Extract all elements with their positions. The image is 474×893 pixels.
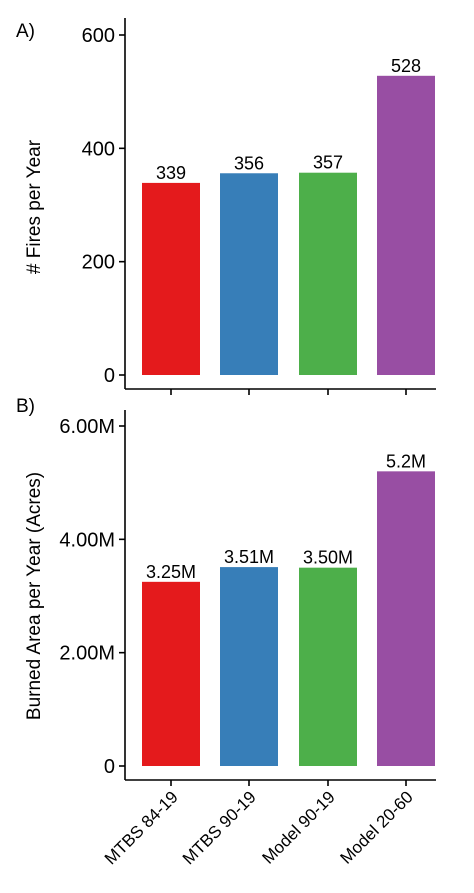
panel-b-y-ticks: 0 2.00M 4.00M 6.00M — [59, 416, 125, 778]
panel-b-data-label: 5.2M — [386, 451, 426, 471]
panel-a-y-tick-label: 200 — [82, 252, 115, 274]
panel-b-bar — [142, 581, 200, 766]
category-label: Model 90-19 — [259, 787, 339, 867]
panel-a-y-tick-label: 0 — [104, 365, 115, 387]
panel-b-y-axis-label: Burned Area per Year (Acres) — [24, 472, 45, 720]
panel-a-bar — [142, 182, 200, 375]
panel-a: A) # Fires per Year 0 200 400 600 339 356 357… — [16, 18, 436, 395]
panel-b-bars — [142, 471, 435, 766]
panel-a-y-axis-label: # Fires per Year — [24, 139, 45, 274]
panel-a-x-ticks — [170, 389, 407, 395]
panel-a-data-label: 528 — [391, 56, 421, 76]
panel-a-data-label: 356 — [234, 153, 264, 173]
panel-b-data-labels: 3.25M 3.51M 3.50M 5.2M — [146, 451, 426, 581]
panel-b-x-ticks — [170, 780, 407, 786]
panel-b-bar — [220, 567, 278, 766]
panel-b-bar — [377, 471, 435, 766]
category-label: Model 20-60 — [337, 787, 417, 867]
panel-a-bar — [377, 75, 435, 376]
panel-a-bar — [299, 172, 357, 375]
panel-b-bar — [299, 567, 357, 766]
panel-b-y-tick-label: 4.00M — [59, 529, 115, 551]
category-label: MTBS 90-19 — [179, 787, 260, 868]
panel-a-y-ticks: 0 200 400 600 — [82, 25, 125, 387]
category-label: MTBS 84-19 — [101, 787, 182, 868]
panel-b-label: B) — [16, 396, 35, 417]
panel-a-y-tick-label: 400 — [82, 138, 115, 160]
panel-a-y-tick-label: 600 — [82, 25, 115, 47]
panel-a-bars — [142, 75, 435, 376]
panel-a-data-label: 339 — [156, 163, 186, 183]
panel-b-y-tick-label: 2.00M — [59, 643, 115, 665]
panel-b: B) Burned Area per Year (Acres) 0 2.00M 4.… — [16, 396, 436, 868]
panel-b-y-tick-label: 6.00M — [59, 416, 115, 438]
panel-b-data-label: 3.50M — [303, 548, 353, 568]
panel-b-data-label: 3.51M — [224, 547, 274, 567]
panel-a-label: A) — [16, 21, 35, 42]
panel-b-data-label: 3.25M — [146, 562, 196, 582]
panel-a-bar — [220, 173, 278, 375]
panel-a-data-labels: 339 356 357 528 — [156, 56, 421, 183]
panel-b-y-tick-label: 0 — [104, 756, 115, 778]
panel-a-data-label: 357 — [313, 153, 343, 173]
